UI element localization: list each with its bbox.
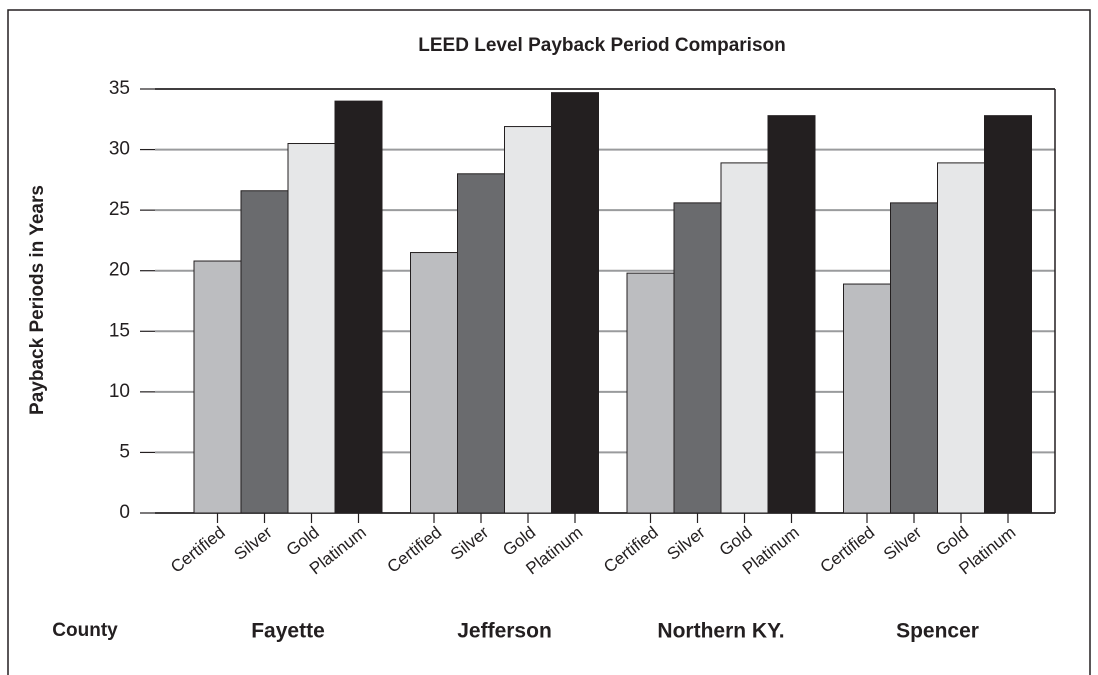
level-label: Silver <box>880 523 925 564</box>
frame <box>7 9 1091 675</box>
y-tick-label: 25 <box>109 199 130 220</box>
level-label: Silver <box>447 523 492 564</box>
bar <box>551 92 599 514</box>
category-label: Spencer <box>896 620 979 643</box>
bar <box>937 162 985 514</box>
category-label: Northern KY. <box>657 620 784 643</box>
level-label: Certified <box>817 523 879 577</box>
y-tick-label: 5 <box>119 441 130 462</box>
bar <box>984 115 1032 514</box>
y-tick-label: 15 <box>109 320 130 341</box>
bar <box>890 202 938 514</box>
chart-title: LEED Level Payback Period Comparison <box>418 35 785 56</box>
bar <box>193 260 242 514</box>
level-label: Certified <box>384 523 446 577</box>
y-tick-label: 10 <box>109 381 130 402</box>
x-axis-label: County <box>52 620 118 641</box>
bar <box>457 173 505 514</box>
bar <box>767 115 816 514</box>
y-tick-label: 0 <box>119 502 130 523</box>
bar <box>410 252 458 514</box>
category-label: Jefferson <box>457 620 552 643</box>
y-tick-label: 35 <box>109 78 130 99</box>
bar <box>626 272 675 514</box>
bar <box>334 100 383 514</box>
level-label: Silver <box>664 523 709 564</box>
category-label: Fayette <box>251 620 325 643</box>
bar <box>843 283 891 514</box>
y-axis-label: Payback Periods in Years <box>27 185 48 415</box>
bar <box>504 126 552 514</box>
bar <box>240 190 289 514</box>
y-tick-label: 20 <box>109 260 130 281</box>
bar <box>287 143 336 514</box>
level-label: Silver <box>231 523 276 564</box>
level-label: Certified <box>167 523 229 577</box>
level-label: Certified <box>600 523 662 577</box>
y-tick-label: 30 <box>109 139 130 160</box>
bar <box>673 202 722 514</box>
bar <box>720 162 769 514</box>
